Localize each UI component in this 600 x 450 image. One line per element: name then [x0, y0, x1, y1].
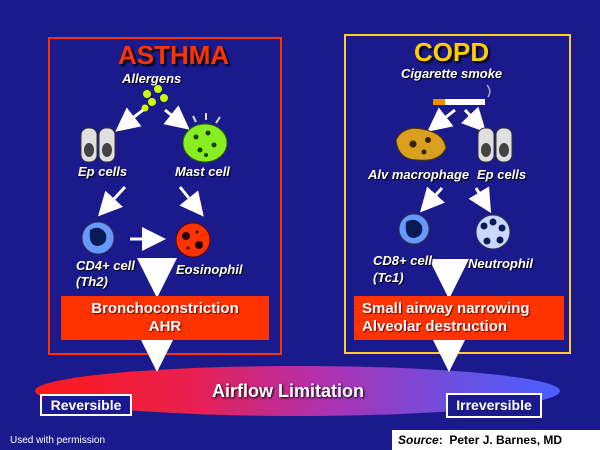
- source-name: Peter J. Barnes, MD: [449, 433, 563, 447]
- cd4-th2-label: (Th2): [76, 274, 108, 289]
- copd-ep-cells-icon: [477, 127, 513, 163]
- cd8-cell-label: CD8+ cell: [373, 253, 432, 268]
- cigarette-icon: [433, 84, 491, 105]
- asthma-outcome-line2: AHR: [148, 318, 182, 335]
- allergen-particles-icon: [141, 85, 168, 112]
- cd4-cell-label: CD4+ cell: [76, 258, 135, 273]
- cd8-tc1-label: (Tc1): [373, 270, 404, 285]
- permission-note: Used with permission: [10, 435, 106, 446]
- copd-title: COPD: [414, 37, 490, 67]
- neutrophil-icon: [475, 214, 511, 250]
- alveolar-macrophage-icon: [395, 127, 447, 161]
- arrow-mast-eos: [178, 186, 204, 217]
- arrow-smoke-macrophage: [427, 107, 456, 132]
- alv-macrophage-label: Alv macrophage: [368, 167, 470, 182]
- cd4-cell-icon: [81, 221, 115, 255]
- arrow-allergen-ep: [115, 107, 144, 132]
- source-colon: :: [438, 433, 450, 447]
- eosinophil-label: Eosinophil: [176, 262, 243, 277]
- arrow-ep-cd4: [97, 185, 127, 217]
- cd8-cell-icon: [398, 213, 430, 245]
- allergens-label: Allergens: [122, 71, 182, 86]
- copd-outcome-box: Small airway narrowing Alveolar destruct…: [354, 296, 564, 340]
- source-label: Source: [398, 433, 439, 447]
- source-box: Source: Peter J. Barnes, MD: [392, 430, 600, 450]
- ep-cells-icon: [80, 127, 116, 163]
- reversible-tag: Reversible: [40, 394, 132, 416]
- eosinophil-icon: [175, 222, 211, 258]
- arrow-smoke-ep: [460, 106, 487, 133]
- mast-cell-label: Mast cell: [175, 164, 230, 179]
- copd-outcome-line1: Small airway narrowing: [362, 300, 530, 317]
- neutrophil-label: Neutrophil: [468, 256, 533, 271]
- arrow-to-cd8: [419, 186, 445, 213]
- asthma-outcome-line1: Bronchoconstriction: [91, 300, 239, 317]
- arrow-to-neutrophil: [468, 186, 492, 214]
- irreversible-tag: Irreversible: [446, 393, 542, 418]
- asthma-outcome-box: Bronchoconstriction AHR: [61, 296, 269, 340]
- airflow-label: Airflow Limitation: [212, 381, 364, 401]
- copd-ep-cells-label: Ep cells: [477, 167, 527, 182]
- cigarette-smoke-label: Cigarette smoke: [401, 66, 503, 81]
- asthma-title: ASTHMA: [118, 40, 230, 70]
- arrow-allergen-mast: [163, 105, 190, 130]
- asthma-ep-cells-label: Ep cells: [78, 164, 128, 179]
- mast-cell-icon: [182, 113, 228, 163]
- copd-outcome-line2: Alveolar destruction: [362, 318, 508, 335]
